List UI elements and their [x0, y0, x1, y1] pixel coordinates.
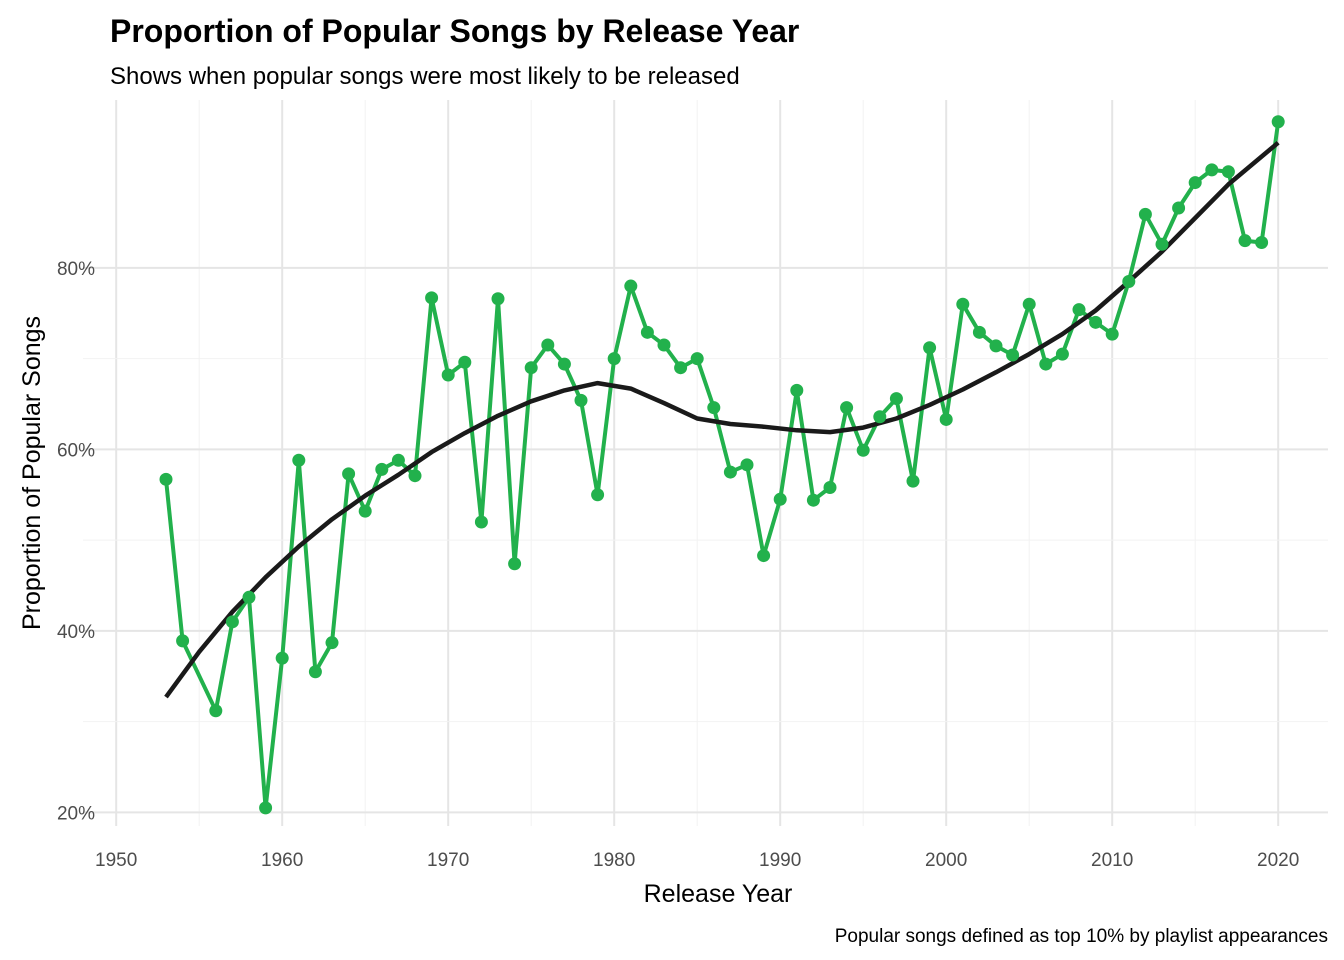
data-point: [1205, 163, 1219, 177]
data-point: [923, 341, 937, 355]
data-point: [458, 355, 472, 369]
x-tick-label: 1970: [427, 850, 469, 871]
tick-labels: 1950 1960 1970 1980 1990 2000 2010 2020 20% 40% 60…: [57, 259, 1299, 871]
data-point: [740, 458, 754, 472]
data-point: [358, 504, 372, 518]
data-point: [1155, 237, 1169, 251]
data-point: [690, 352, 704, 366]
y-tick-label: 60%: [57, 440, 95, 461]
x-axis-title: Release Year: [644, 880, 793, 908]
data-point: [1022, 297, 1036, 311]
data-point: [308, 665, 322, 679]
trend-line: [164, 140, 1280, 699]
x-tick-label: 1950: [95, 850, 137, 871]
data-point: [956, 297, 970, 311]
y-tick-label: 80%: [57, 259, 95, 280]
data-point: [972, 325, 986, 339]
data-point: [474, 515, 488, 529]
data-point: [159, 472, 173, 486]
data-point: [325, 636, 339, 650]
data-point: [391, 453, 405, 467]
data-point: [557, 357, 571, 371]
y-tick-label: 20%: [57, 803, 95, 824]
x-tick-label: 1960: [261, 850, 303, 871]
y-tick-label: 40%: [57, 622, 95, 643]
data-point: [873, 410, 887, 424]
data-point: [1221, 165, 1235, 179]
data-point: [242, 590, 256, 604]
data-point: [408, 469, 422, 483]
data-point: [1105, 327, 1119, 341]
data-point: [674, 361, 688, 375]
x-tick-label: 1990: [759, 850, 801, 871]
data-point: [342, 467, 356, 481]
data-point: [441, 368, 455, 382]
data-point: [1188, 176, 1202, 190]
chart-subtitle: Shows when popular songs were most likel…: [110, 63, 740, 90]
data-point: [574, 393, 588, 407]
x-tick-label: 2020: [1257, 850, 1299, 871]
data-point: [259, 801, 273, 815]
data-point: [723, 465, 737, 479]
data-point: [491, 292, 505, 306]
data-point: [524, 361, 538, 375]
x-tick-label: 1980: [593, 850, 635, 871]
data-point: [856, 443, 870, 457]
data-point: [1055, 347, 1069, 361]
data-point: [1271, 115, 1285, 129]
x-tick-label: 2000: [925, 850, 967, 871]
data-point: [176, 634, 190, 648]
data-point: [1039, 357, 1053, 371]
data-point: [823, 481, 837, 495]
data-point: [1072, 303, 1086, 317]
data-point: [989, 339, 1003, 353]
data-point: [225, 615, 239, 629]
grid-lines: [83, 100, 1328, 826]
data-point: [657, 338, 671, 352]
data-point: [840, 401, 854, 415]
data-point: [1238, 234, 1252, 248]
data-point: [1122, 275, 1136, 288]
data-point: [591, 488, 605, 502]
data-point: [790, 383, 804, 397]
data-point: [707, 401, 721, 415]
chart-title: Proportion of Popular Songs by Release Y…: [110, 13, 799, 49]
data-point: [1138, 207, 1152, 221]
chart-caption: Popular songs defined as top 10% by play…: [835, 926, 1328, 947]
data-point: [624, 279, 638, 293]
data-point: [275, 651, 289, 665]
data-point: [889, 392, 903, 406]
data-point: [508, 557, 522, 571]
data-point: [640, 325, 654, 339]
data-point: [906, 474, 920, 488]
data-point: [1089, 315, 1103, 329]
data-point: [1255, 235, 1269, 249]
data-point: [1172, 201, 1186, 215]
x-tick-label: 2010: [1091, 850, 1133, 871]
data-point: [292, 453, 306, 467]
y-axis-title: Proportion of Popular Songs: [18, 316, 46, 630]
data-point: [541, 338, 555, 352]
series-layer: [159, 115, 1285, 815]
data-point: [773, 492, 787, 506]
data-point: [757, 549, 771, 563]
data-point: [939, 412, 953, 426]
data-point: [375, 462, 389, 476]
data-point: [806, 493, 820, 507]
data-point: [607, 352, 621, 366]
data-point: [425, 291, 439, 305]
data-point: [209, 704, 223, 718]
data-point: [1006, 348, 1020, 362]
